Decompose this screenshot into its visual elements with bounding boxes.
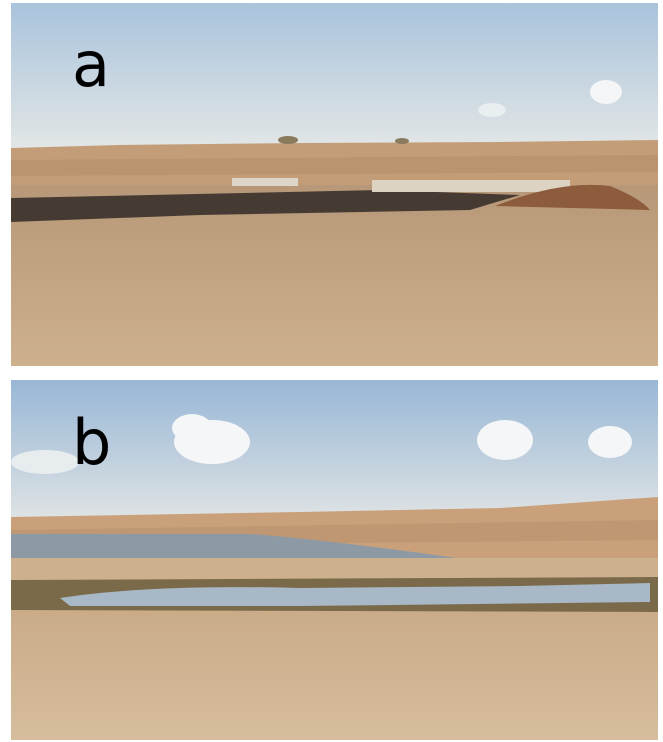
photo-b: b [11, 380, 658, 740]
panel-label: b [72, 406, 111, 479]
shrub [278, 136, 298, 144]
cloud [590, 80, 622, 104]
slab [232, 178, 298, 186]
sand [11, 558, 658, 580]
ground [11, 605, 658, 740]
panel-label: a [72, 28, 110, 101]
page: a b (() => { const data = JSON.parse(doc… [0, 0, 663, 742]
slab [372, 180, 570, 192]
shrub [395, 138, 409, 144]
photo-a: a [11, 3, 658, 366]
cloud [478, 103, 506, 117]
figure: a b [0, 0, 663, 742]
